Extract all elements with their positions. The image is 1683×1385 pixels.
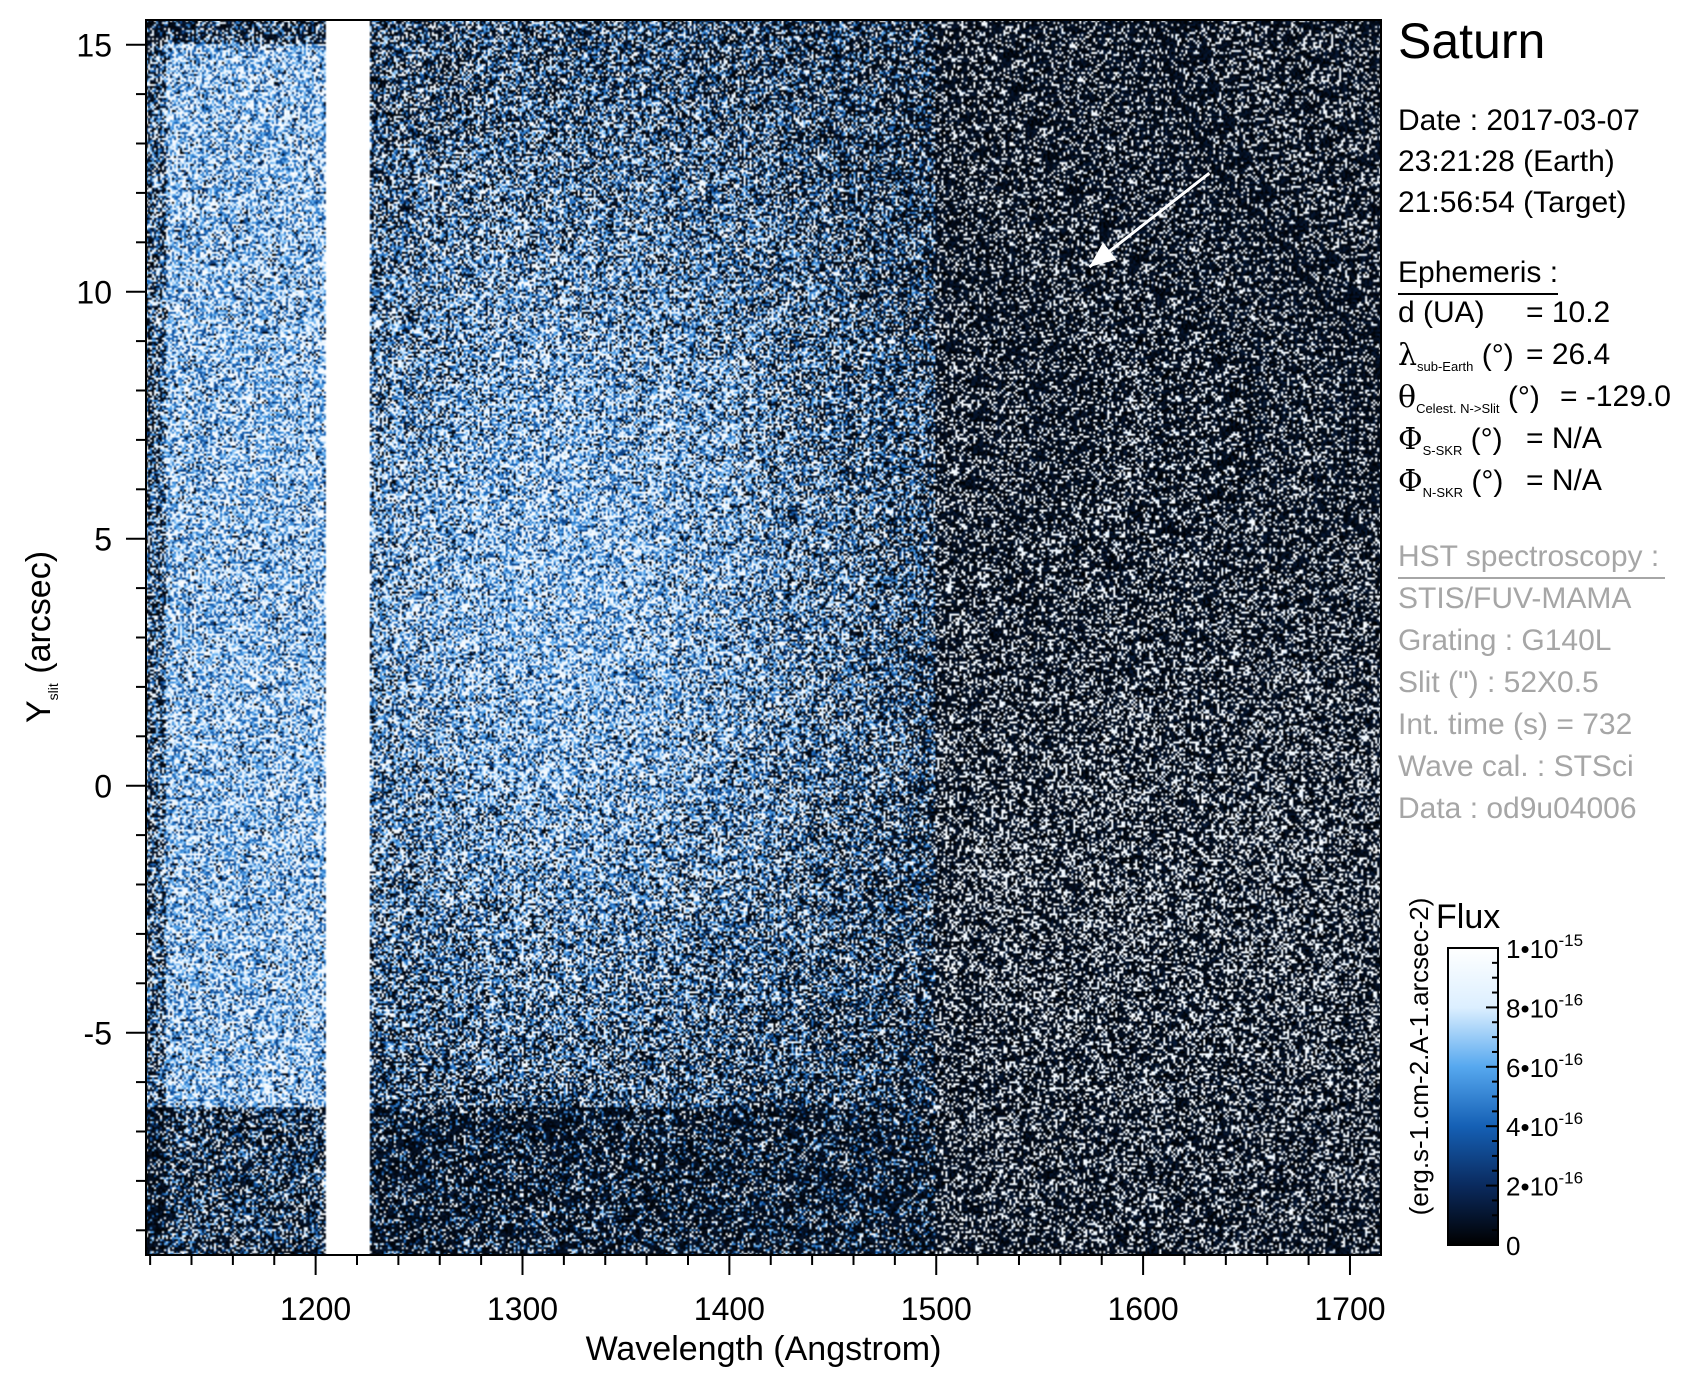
ephemeris-subscript: Celest. N->Slit xyxy=(1416,401,1500,416)
colorbar-tick-base: 0 xyxy=(1506,1231,1520,1261)
colorbar-unit-label: (erg.s-1.cm-2.A-1.arcsec-2) xyxy=(1404,898,1434,1216)
ephemeris-value: = 26.4 xyxy=(1526,338,1611,371)
colorbar-tick-label: 0 xyxy=(1506,1231,1520,1261)
y-tick-label: 5 xyxy=(94,522,112,558)
colorbar-tick-exp: -16 xyxy=(1558,990,1583,1009)
colorbar-tick-exp: -16 xyxy=(1558,1169,1583,1188)
ephemeris-unit: (°) xyxy=(1473,339,1514,372)
hst-info-line: Slit (") : 52X0.5 xyxy=(1398,666,1599,699)
hst-title: HST spectroscopy : xyxy=(1398,540,1666,579)
target-time: 21:56:54 (Target) xyxy=(1398,186,1627,219)
hst-info-line: STIS/FUV-MAMA xyxy=(1398,582,1632,615)
hst-info-line: Wave cal. : STSci xyxy=(1398,750,1634,783)
ephemeris-value: = -129.0 xyxy=(1560,380,1671,413)
hst-info-line: Grating : G140L xyxy=(1398,624,1612,657)
ephemeris-row: ΦN-SKR (°) = N/A xyxy=(1398,464,1602,500)
colorbar xyxy=(1447,947,1499,1246)
y-tick-label: 10 xyxy=(76,275,112,311)
y-tick-label: -5 xyxy=(84,1016,112,1052)
hst-info-line: Int. time (s) = 732 xyxy=(1398,708,1633,741)
annotation-arrowhead xyxy=(1089,242,1117,267)
plot-frame xyxy=(145,19,1382,1256)
y-tick-label: 0 xyxy=(94,769,112,805)
colorbar-tick-base: 6•10 xyxy=(1506,1053,1558,1083)
earth-time: 23:21:28 (Earth) xyxy=(1398,145,1615,178)
ephemeris-symbol: θ xyxy=(1398,380,1417,415)
observation-date: Date : 2017-03-07 xyxy=(1398,104,1640,137)
colorbar-tick-label: 6•10-16 xyxy=(1506,1050,1583,1083)
ephemeris-value: = N/A xyxy=(1526,464,1602,497)
ephemeris-row: d (UA) = 10.2 xyxy=(1398,296,1610,330)
ephemeris-value: = N/A xyxy=(1526,422,1602,455)
y-tick-label: 15 xyxy=(76,28,112,64)
ephemeris-symbol: Φ xyxy=(1398,464,1423,499)
colorbar-tick-label: 2•10-16 xyxy=(1506,1169,1583,1202)
ephemeris-unit: (°) xyxy=(1499,381,1540,414)
ephemeris-unit: (°) xyxy=(1463,465,1504,498)
x-tick-label: 1500 xyxy=(901,1291,972,1327)
ephemeris-symbol: d (UA) xyxy=(1398,296,1485,329)
colorbar-tick-base: 2•10 xyxy=(1506,1172,1558,1202)
x-tick-label: 1400 xyxy=(694,1291,765,1327)
y-axis-title-sub: slit xyxy=(45,683,61,700)
target-name: Saturn xyxy=(1398,13,1546,69)
colorbar-tick-label: 1•10-15 xyxy=(1506,931,1583,964)
y-axis-title-unit: (arcsec) xyxy=(20,551,58,683)
colorbar-tick-base: 1•10 xyxy=(1506,934,1558,964)
ephemeris-symbol: Φ xyxy=(1398,422,1423,457)
ephemeris-row: ΦS-SKR (°) = N/A xyxy=(1398,422,1602,458)
x-tick-label: 1600 xyxy=(1108,1291,1179,1327)
y-axis-title: Yslit (arcsec) xyxy=(20,551,61,723)
x-tick-label: 1700 xyxy=(1314,1291,1385,1327)
colorbar-tick-base: 4•10 xyxy=(1506,1112,1558,1142)
ephemeris-subscript: S-SKR xyxy=(1422,443,1463,458)
colorbar-tick-exp: -15 xyxy=(1558,931,1583,950)
colorbar-tick-base: 8•10 xyxy=(1506,993,1558,1023)
x-tick-label: 1200 xyxy=(280,1291,351,1327)
colorbar-tick-label: 8•10-16 xyxy=(1506,990,1583,1023)
ephemeris-unit: (°) xyxy=(1462,423,1503,456)
x-axis-title: Wavelength (Angstrom) xyxy=(586,1330,942,1368)
ephemeris-value: = 10.2 xyxy=(1526,296,1611,329)
ephemeris-row: θCelest. N->Slit (°) = -129.0 xyxy=(1398,380,1671,416)
ephemeris-subscript: sub-Earth xyxy=(1417,359,1474,374)
hst-info-line: Data : od9u04006 xyxy=(1398,792,1637,825)
spectrum-image xyxy=(146,20,1381,1255)
colorbar-tick-exp: -16 xyxy=(1558,1050,1583,1069)
colorbar-tick-label: 4•10-16 xyxy=(1506,1109,1583,1142)
colorbar-tick-exp: -16 xyxy=(1558,1109,1583,1128)
ephemeris-row: λsub-Earth (°) = 26.4 xyxy=(1398,338,1610,374)
ephemeris-subscript: N-SKR xyxy=(1422,485,1464,500)
colorbar-title: Flux xyxy=(1436,898,1501,936)
x-tick-label: 1300 xyxy=(487,1291,558,1327)
ephemeris-title: Ephemeris : xyxy=(1398,256,1559,295)
y-axis-title-main: Y xyxy=(20,700,58,723)
ephemeris-symbol: λ xyxy=(1398,338,1418,373)
